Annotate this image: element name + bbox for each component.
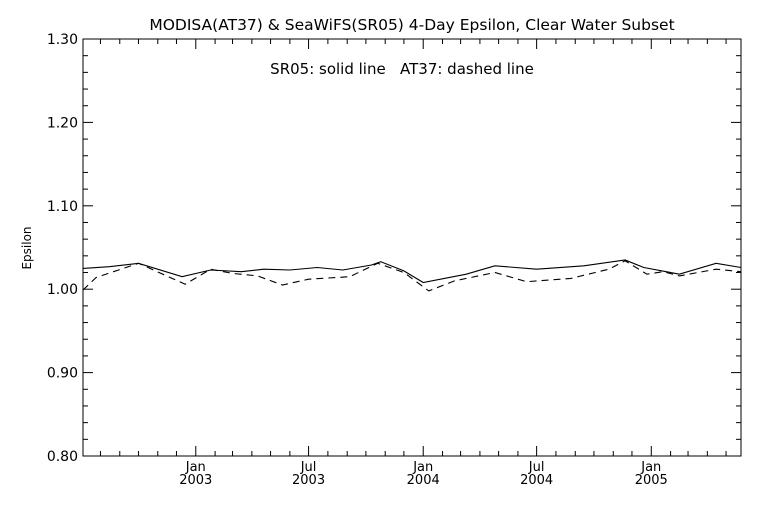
series-annotation: SR05: solid line AT37: dashed line [270,60,534,78]
y-tick-label: 1.20 [47,115,78,131]
y-tick-label: 1.00 [47,282,78,298]
y-tick-label: 0.90 [47,366,78,382]
series-line-sr05 [82,259,742,284]
x-tick-year: 2005 [635,473,668,488]
x-tick-month: Jan [640,460,661,475]
series-layer [82,259,742,292]
y-axis-label: Epsilon [20,226,34,269]
x-tick-month: Jan [185,460,206,475]
y-tick-label: 1.30 [47,32,78,48]
x-tick-year: 2004 [520,473,553,488]
x-tick-month: Jul [528,460,545,475]
series-line-at37 [82,260,742,292]
x-tick-year: 2004 [407,473,440,488]
plot-frame [82,38,742,457]
x-tick-year: 2003 [292,473,325,488]
chart-title: MODISA(AT37) & SeaWiFS(SR05) 4-Day Epsil… [149,16,674,34]
x-tick-month: Jul [300,460,317,475]
y-tick-label: 1.10 [47,199,78,215]
y-axis: 0.80 0.90 1.00 1.10 1.20 1.30 [47,32,741,465]
x-tick-year: 2003 [179,473,212,488]
y-tick-label: 0.80 [47,449,78,465]
x-tick-month: Jan [412,460,433,475]
